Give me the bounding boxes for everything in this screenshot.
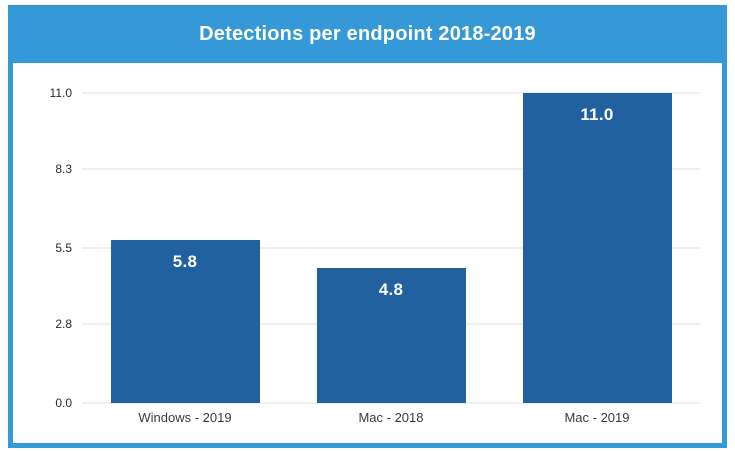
x-axis-tick-label: Mac - 2019: [564, 410, 630, 425]
gridline: [82, 402, 700, 404]
y-axis-tick-label: 0.0: [55, 396, 72, 410]
plot-area: 0.0 2.8 5.5 8.3 11.0 5.8 Windows - 2019 4.8 Mac …: [50, 86, 700, 425]
x-axis-tick-label: Mac - 2018: [358, 410, 424, 425]
bar-value-label: 11.0: [580, 105, 614, 124]
chart-title: Detections per endpoint 2018-2019: [199, 22, 536, 45]
bar-mac-2019: 11.0: [522, 93, 672, 403]
x-axis-tick-label: Windows - 2019: [138, 410, 232, 425]
bar-mac-2018: 4.8: [316, 267, 466, 403]
chart-panel: Detections per endpoint 2018-2019 0.0 2.8…: [8, 5, 727, 448]
bar-windows-2019: 5.8: [110, 239, 260, 403]
gridline: [82, 92, 700, 94]
gridline: [82, 168, 700, 171]
y-axis-tick-label: 8.3: [55, 162, 72, 177]
bar-value-label: 5.8: [172, 251, 198, 271]
chart-area: 0.0 2.8 5.5 8.3 11.0 5.8 Windows - 2019 4.8 Mac …: [13, 63, 722, 443]
y-axis-tick-label: 11.0: [49, 86, 72, 100]
bar-value-label: 4.8: [378, 279, 404, 299]
y-axis-tick-label: 2.8: [55, 317, 72, 332]
chart-header: Detections per endpoint 2018-2019: [8, 5, 727, 63]
y-axis-tick-label: 5.5: [55, 241, 72, 255]
gridline: [82, 247, 700, 249]
